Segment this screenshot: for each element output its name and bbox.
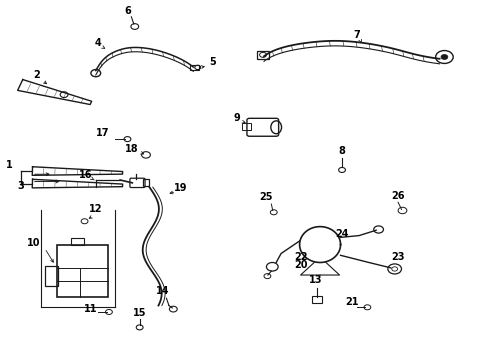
Bar: [71, 238, 83, 244]
Text: 8: 8: [338, 146, 345, 156]
Text: 14: 14: [156, 286, 169, 296]
Bar: [143, 179, 149, 186]
Text: 4: 4: [95, 37, 102, 48]
Text: 2: 2: [33, 70, 40, 80]
Bar: [44, 266, 58, 286]
Bar: [256, 51, 268, 59]
Text: 12: 12: [89, 204, 102, 214]
Text: 23: 23: [390, 252, 404, 262]
Bar: [242, 123, 250, 130]
Text: 26: 26: [390, 191, 404, 201]
Text: 10: 10: [27, 238, 41, 248]
Bar: [311, 296, 321, 303]
Text: 20: 20: [293, 260, 306, 270]
Text: 24: 24: [335, 229, 348, 239]
Bar: [189, 64, 198, 69]
Text: 13: 13: [308, 275, 321, 285]
Text: 1: 1: [6, 160, 13, 170]
Text: 5: 5: [209, 57, 216, 67]
Text: 21: 21: [345, 297, 358, 307]
Text: 22: 22: [293, 252, 306, 262]
Text: 19: 19: [174, 183, 187, 193]
Text: 25: 25: [259, 193, 273, 202]
Text: 11: 11: [84, 304, 98, 314]
Text: 7: 7: [352, 30, 359, 40]
Text: 6: 6: [124, 6, 131, 16]
Text: 18: 18: [124, 144, 138, 154]
Text: 16: 16: [79, 170, 93, 180]
Text: 3: 3: [18, 181, 24, 191]
Bar: [57, 244, 108, 297]
Text: 17: 17: [96, 128, 110, 138]
Circle shape: [440, 54, 447, 59]
Text: 9: 9: [233, 113, 240, 123]
Text: 15: 15: [133, 307, 146, 318]
